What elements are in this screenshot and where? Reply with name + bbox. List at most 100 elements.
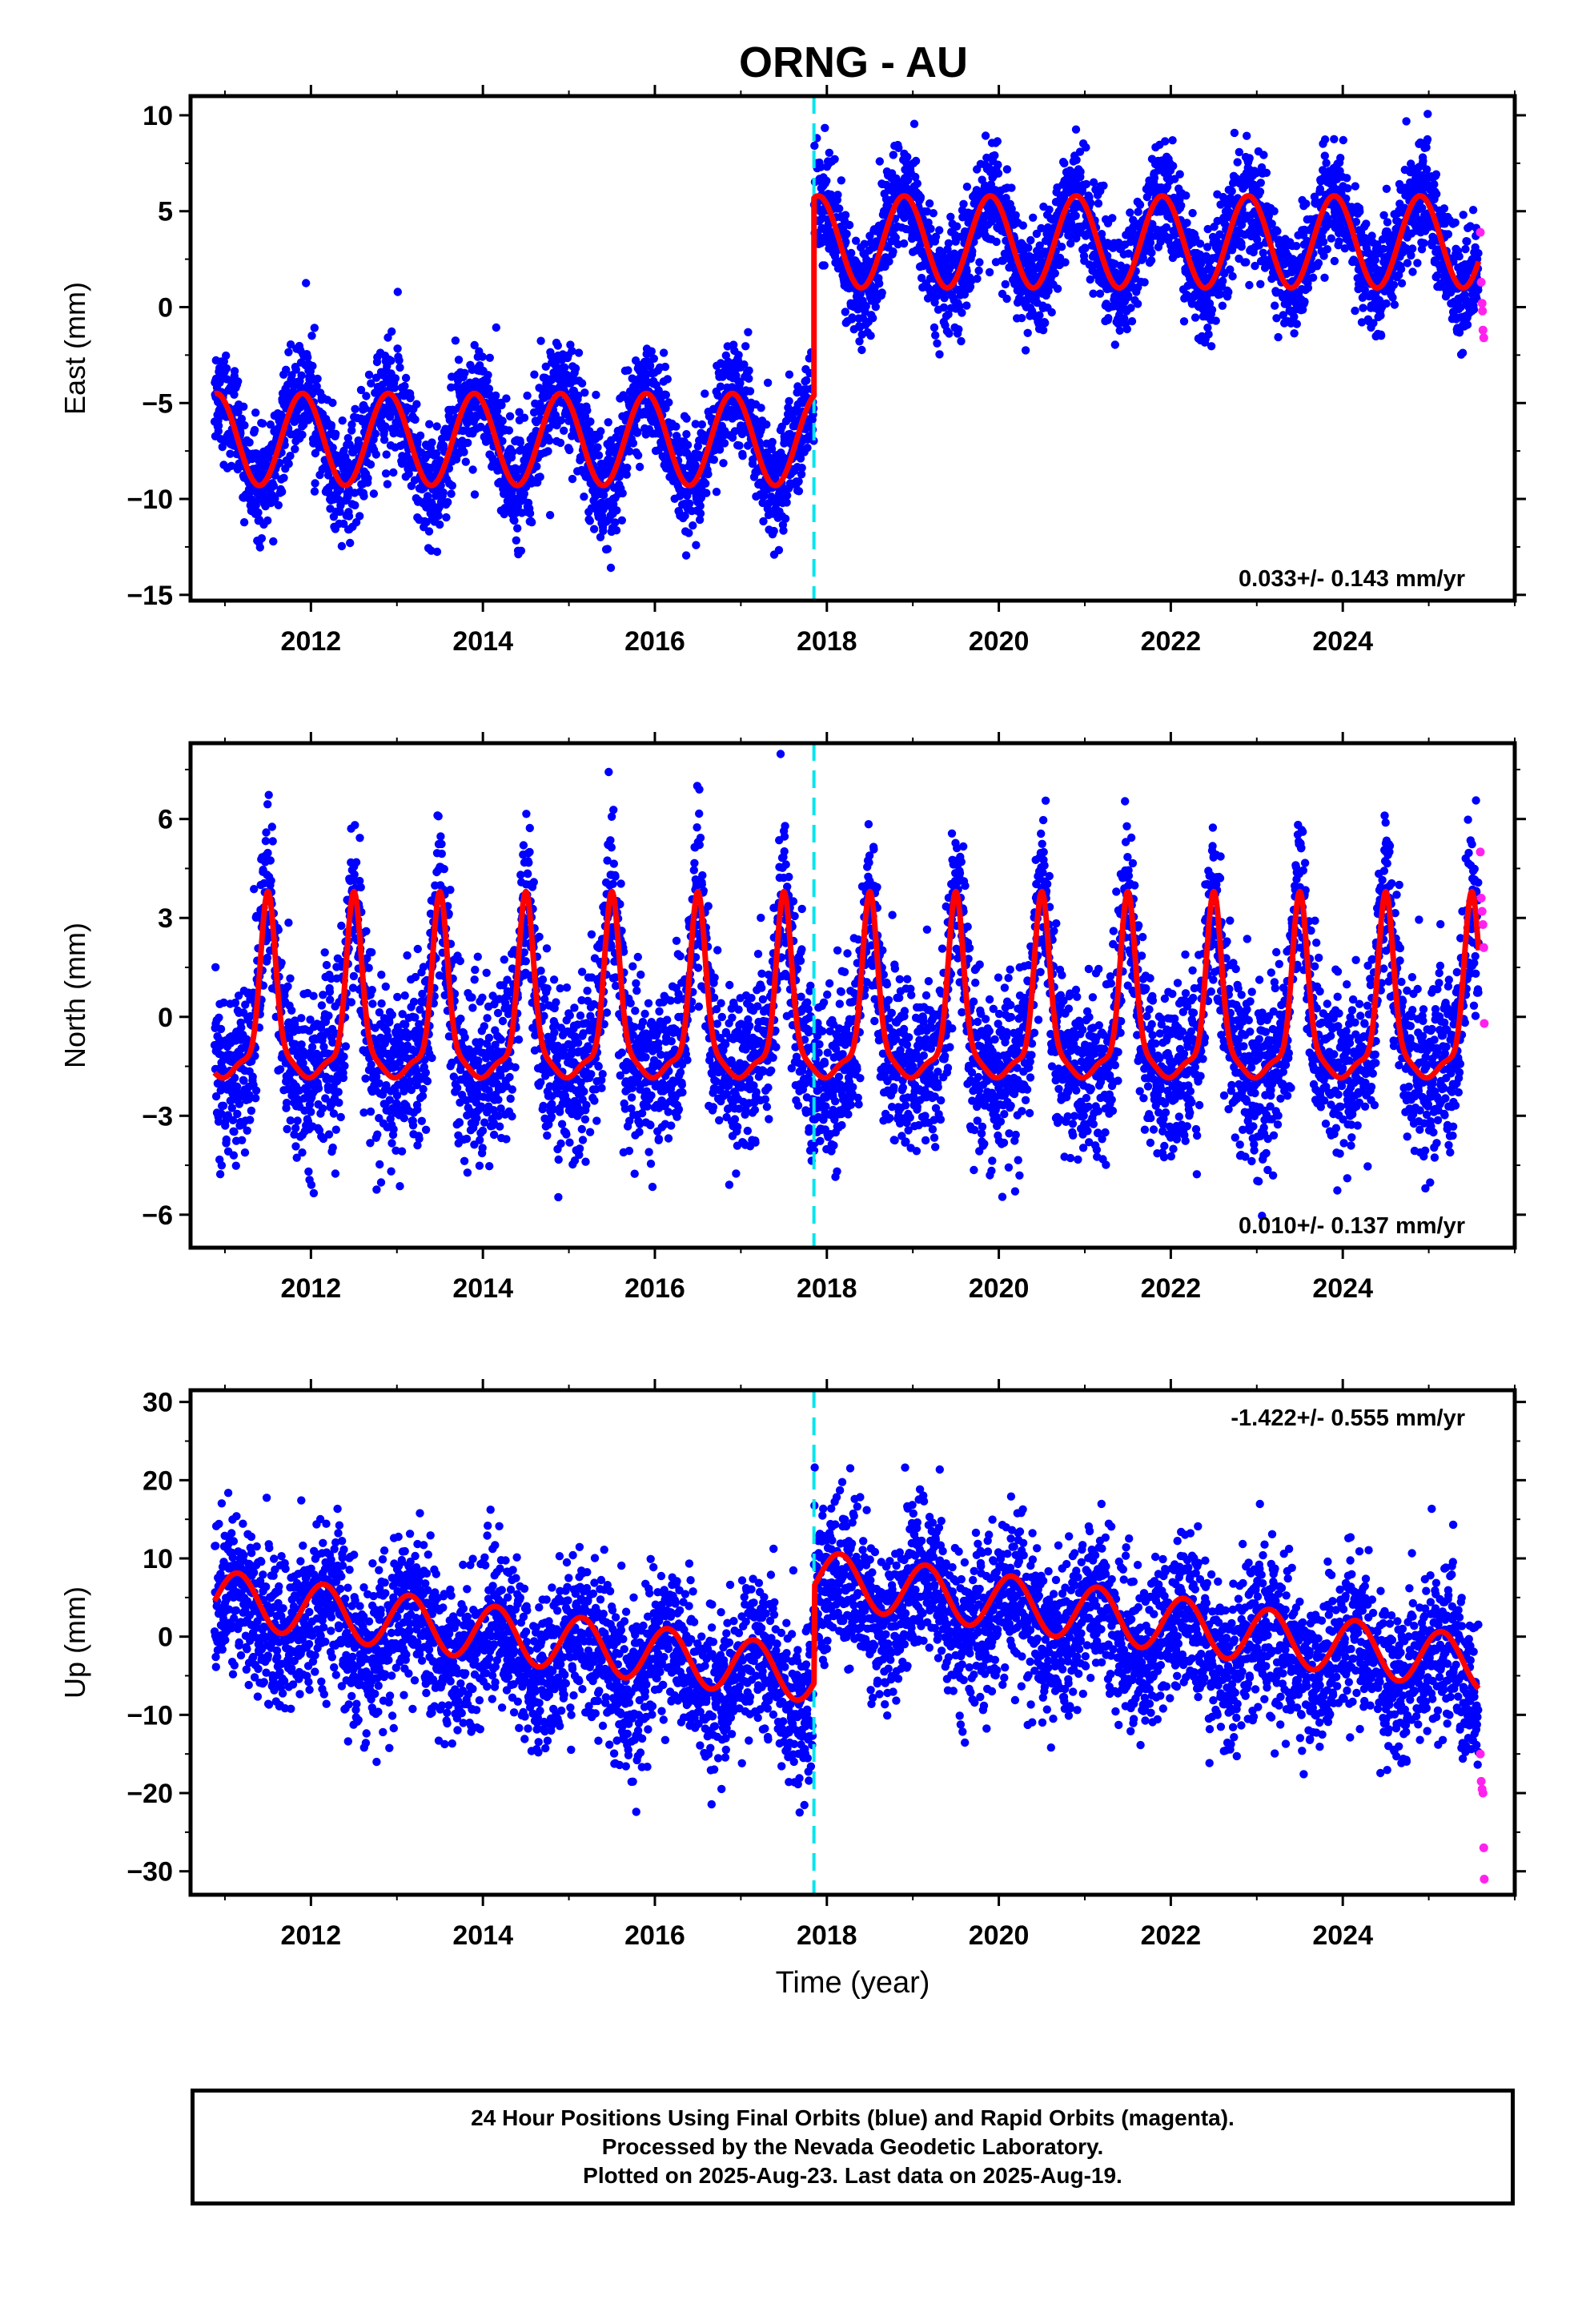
final-orbit-point xyxy=(599,491,608,500)
final-orbit-point xyxy=(393,344,402,353)
final-orbit-point xyxy=(665,398,673,407)
final-orbit-point xyxy=(1431,170,1441,179)
final-orbit-point xyxy=(1339,135,1348,145)
final-orbit-point xyxy=(759,517,768,526)
final-orbit-point xyxy=(470,490,480,499)
final-orbit-point xyxy=(387,327,396,336)
final-orbit-point xyxy=(635,462,644,472)
final-orbit-point xyxy=(1245,280,1254,290)
final-orbit-point xyxy=(297,371,306,380)
final-orbit-point xyxy=(672,422,681,431)
final-orbit-point xyxy=(1002,165,1012,174)
final-orbit-point xyxy=(447,489,456,498)
final-orbit-point xyxy=(994,160,1002,169)
final-orbit-point xyxy=(760,491,769,501)
final-orbit-point xyxy=(704,469,713,479)
final-orbit-point xyxy=(649,354,658,363)
final-orbit-point xyxy=(1396,264,1406,274)
final-orbit-point xyxy=(364,370,374,380)
final-orbit-point xyxy=(302,279,311,287)
final-orbit-point xyxy=(875,279,884,288)
final-orbit-point xyxy=(1060,159,1069,168)
final-orbit-point xyxy=(654,386,663,395)
final-orbit-point xyxy=(1072,155,1081,164)
final-orbit-point xyxy=(263,516,272,525)
final-orbit-point xyxy=(1320,273,1329,282)
final-orbit-point xyxy=(227,461,236,470)
final-orbit-point xyxy=(510,516,519,525)
final-orbit-point xyxy=(981,131,990,140)
final-orbit-point xyxy=(432,547,442,557)
final-orbit-point xyxy=(740,360,749,369)
final-orbit-point xyxy=(745,366,753,375)
final-orbit-point xyxy=(596,533,605,541)
final-orbit-point xyxy=(444,497,452,507)
final-orbit-point xyxy=(589,525,599,533)
final-orbit-point xyxy=(916,192,926,202)
final-orbit-point xyxy=(1423,110,1432,119)
final-orbit-point xyxy=(903,152,912,162)
final-orbit-point xyxy=(1237,242,1246,251)
final-orbit-point xyxy=(758,498,767,508)
final-orbit-point xyxy=(528,518,536,527)
final-orbit-point xyxy=(837,176,846,185)
final-orbit-point xyxy=(226,449,235,458)
final-orbit-point xyxy=(1089,178,1098,187)
final-orbit-point xyxy=(464,438,472,448)
final-orbit-point xyxy=(1376,332,1386,340)
final-orbit-point xyxy=(625,447,634,456)
final-orbit-point xyxy=(1150,173,1159,183)
final-orbit-point xyxy=(841,211,850,219)
final-orbit-point xyxy=(1126,208,1134,217)
final-orbit-point xyxy=(1255,187,1265,196)
final-orbit-point xyxy=(633,451,643,460)
final-orbit-point xyxy=(695,515,705,525)
final-orbit-point xyxy=(266,420,275,429)
final-orbit-point xyxy=(771,473,780,482)
final-orbit-point xyxy=(716,382,725,391)
final-orbit-point xyxy=(530,370,539,379)
final-orbit-point xyxy=(618,489,627,498)
final-orbit-point xyxy=(448,481,456,490)
final-orbit-point xyxy=(939,303,949,312)
final-orbit-point xyxy=(1110,340,1120,349)
final-orbit-point xyxy=(701,479,710,488)
final-orbit-point xyxy=(343,493,352,501)
final-orbit-point xyxy=(1233,158,1242,167)
final-orbit-point xyxy=(258,419,267,428)
final-orbit-point xyxy=(599,526,608,536)
final-orbit-point xyxy=(391,374,400,383)
final-orbit-point xyxy=(298,430,307,440)
final-orbit-point xyxy=(1029,213,1038,222)
final-orbit-point xyxy=(1256,179,1266,187)
final-orbit-point xyxy=(389,468,398,477)
final-orbit-point xyxy=(351,404,359,413)
final-orbit-point xyxy=(585,517,594,525)
final-orbit-point xyxy=(1168,136,1177,145)
final-orbit-point xyxy=(663,375,672,384)
final-orbit-point xyxy=(841,238,850,247)
final-orbit-point xyxy=(1021,346,1030,355)
final-orbit-point xyxy=(1224,287,1233,296)
final-orbit-point xyxy=(628,439,638,448)
final-orbit-point xyxy=(1262,168,1271,177)
final-orbit-point xyxy=(339,519,348,529)
final-orbit-point xyxy=(612,506,621,515)
final-orbit-point xyxy=(1355,207,1364,216)
final-orbit-point xyxy=(574,348,584,357)
final-orbit-point xyxy=(291,444,299,453)
final-orbit-point xyxy=(383,333,392,342)
final-orbit-point xyxy=(240,420,249,430)
final-orbit-point xyxy=(568,474,577,484)
final-orbit-point xyxy=(404,469,413,478)
final-orbit-point xyxy=(335,507,344,517)
final-orbit-point xyxy=(594,451,604,460)
final-orbit-point xyxy=(1330,135,1339,143)
final-orbit-point xyxy=(381,469,391,478)
final-orbit-point xyxy=(523,391,532,400)
final-orbit-point xyxy=(1147,248,1156,257)
final-orbit-point xyxy=(303,353,312,362)
final-orbit-point xyxy=(442,513,451,522)
final-orbit-point xyxy=(661,390,670,400)
final-orbit-point xyxy=(1235,147,1244,157)
